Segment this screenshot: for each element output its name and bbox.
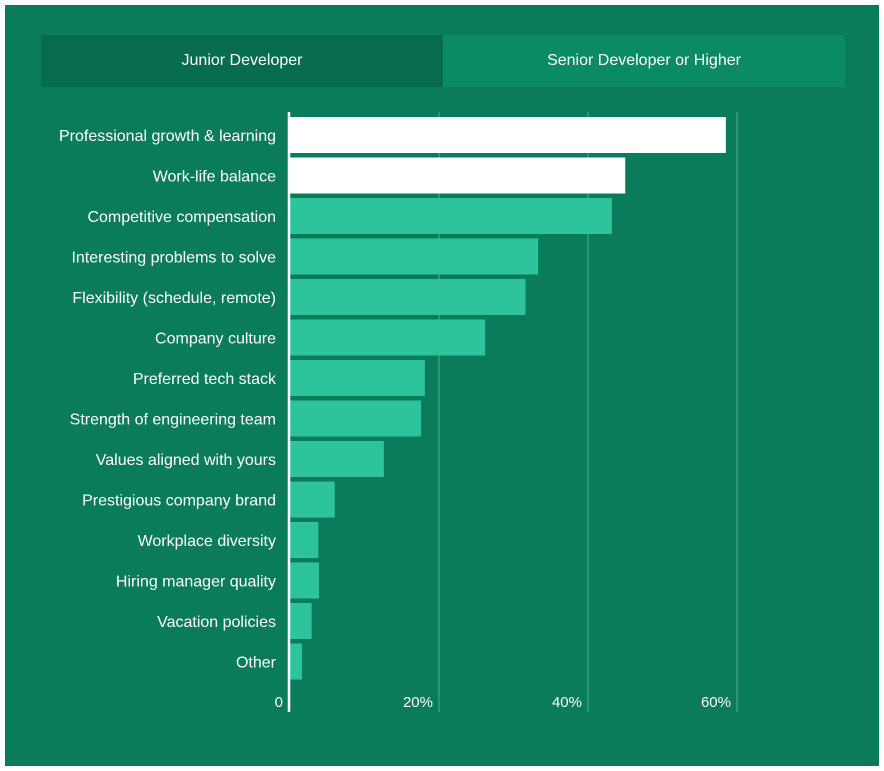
category-label-4: Flexibility (schedule, remote) (72, 290, 276, 307)
category-label-9: Prestigious company brand (82, 493, 276, 510)
category-label-11: Hiring manager quality (116, 574, 276, 591)
x-tick-labels: 0 20% 40% 60% (275, 694, 731, 711)
category-label-2: Competitive compensation (87, 209, 276, 226)
category-label-1: Work-life balance (153, 169, 276, 186)
bars (290, 117, 726, 680)
tab-junior-developer[interactable]: Junior Developer (41, 35, 443, 87)
bar-8 (290, 441, 384, 477)
category-label-6: Preferred tech stack (133, 371, 277, 388)
bar-2 (290, 198, 612, 234)
bar-7 (290, 400, 422, 437)
bar-12 (290, 603, 312, 639)
bar-13 (290, 643, 302, 680)
bar-11 (290, 562, 320, 599)
category-label-12: Vacation policies (157, 614, 276, 631)
tab-bar: Junior Developer Senior Developer or Hig… (41, 35, 845, 87)
x-tick-label-0: 0 (275, 694, 283, 711)
bar-4 (290, 279, 526, 315)
bar-10 (290, 522, 319, 558)
bar-3 (290, 238, 539, 275)
bar-9 (290, 481, 335, 518)
bar-5 (290, 319, 486, 356)
category-label-5: Company culture (155, 331, 276, 348)
bar-6 (290, 360, 425, 396)
category-label-0: Professional growth & learning (59, 128, 276, 145)
tab-senior-developer[interactable]: Senior Developer or Higher (443, 35, 845, 87)
category-label-3: Interesting problems to solve (71, 250, 276, 267)
category-label-7: Strength of engineering team (70, 412, 276, 429)
category-label-13: Other (236, 655, 277, 672)
category-label-10: Workplace diversity (138, 533, 276, 550)
bar-1 (290, 157, 626, 194)
category-labels: Professional growth & learning Work-life … (59, 128, 277, 672)
x-tick-label-20: 20% (403, 694, 433, 711)
bar-0 (290, 117, 726, 153)
category-label-8: Values aligned with yours (96, 452, 276, 469)
x-tick-label-60: 60% (701, 694, 731, 711)
x-tick-label-40: 40% (552, 694, 582, 711)
